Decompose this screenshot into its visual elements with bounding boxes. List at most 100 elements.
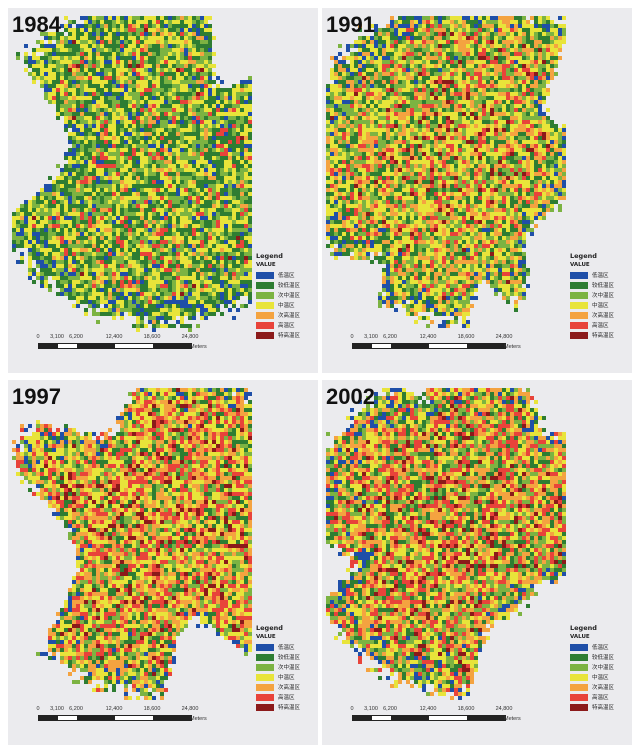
scale-tick-label: 24,800	[181, 334, 199, 340]
legend-item: 高温区	[570, 320, 628, 330]
legend-swatch	[256, 301, 274, 309]
legend-item: 次中温区	[570, 290, 628, 300]
scale-bar-segments	[352, 715, 506, 721]
legend-swatch	[570, 271, 588, 279]
scale-bar-segments	[352, 343, 506, 349]
scale-tick-label: 24,800	[181, 706, 199, 712]
legend-swatch	[570, 643, 588, 651]
legend-item: 次中温区	[256, 290, 314, 300]
legend-subtitle: VALUE	[256, 262, 276, 268]
legend-swatch	[570, 321, 588, 329]
legend: Legend VALUE 低温区 较低温区 次中温区 中温区 次高温区 高温区 特高温区	[570, 624, 628, 712]
legend-swatch	[570, 703, 588, 711]
scale-tick-label: 12,400	[419, 706, 437, 712]
legend-label: 次中温区	[278, 665, 301, 671]
legend-swatch	[256, 673, 274, 681]
legend-swatch	[570, 683, 588, 691]
legend-item: 较低温区	[570, 652, 628, 662]
legend-item: 特高温区	[570, 330, 628, 340]
heat-map-1984	[12, 16, 252, 332]
heat-map-1997	[12, 388, 252, 700]
legend-label: 次高温区	[278, 685, 301, 691]
legend-item: 低温区	[256, 270, 314, 280]
scale-bar-segments	[38, 715, 192, 721]
legend-title: Legend	[570, 252, 597, 260]
scale-unit: Meters	[504, 344, 521, 350]
legend-item: 中温区	[256, 672, 314, 682]
legend-swatch	[256, 663, 274, 671]
legend-label: 低温区	[592, 645, 609, 651]
legend-label: 次中温区	[592, 293, 615, 299]
legend-label: 低温区	[278, 645, 295, 651]
legend-swatch	[570, 653, 588, 661]
scale-tick-label: 6,200	[383, 706, 397, 712]
legend-swatch	[256, 271, 274, 279]
legend-label: 低温区	[592, 273, 609, 279]
legend-swatch	[570, 693, 588, 701]
legend-label: 特高温区	[278, 705, 301, 711]
legend-item: 较低温区	[256, 652, 314, 662]
scale-tick-label: 12,400	[419, 334, 437, 340]
legend-item: 次高温区	[570, 310, 628, 320]
legend-swatch	[256, 321, 274, 329]
scale-tick-label: 24,800	[495, 334, 513, 340]
legend-item: 特高温区	[570, 702, 628, 712]
legend-subtitle: VALUE	[570, 262, 590, 268]
legend-swatch	[570, 673, 588, 681]
legend-swatch	[256, 653, 274, 661]
legend-label: 较低温区	[592, 283, 615, 289]
legend-item: 中温区	[256, 300, 314, 310]
legend-label: 高温区	[278, 695, 295, 701]
map-panel-2002: 2002 Legend VALUE 低温区 较低温区 次中温区 中温区 次高温区 高温区 特高温…	[322, 380, 632, 745]
legend-swatch	[256, 693, 274, 701]
legend-swatch	[256, 291, 274, 299]
scale-unit: Meters	[504, 716, 521, 722]
scale-tick-label: 6,200	[69, 334, 83, 340]
scale-bar-segments	[38, 343, 192, 349]
legend-subtitle: VALUE	[256, 634, 276, 640]
scale-tick-label: 12,400	[105, 706, 123, 712]
scale-tick-label: 0	[350, 706, 354, 712]
legend-label: 高温区	[592, 323, 609, 329]
scale-tick-label: 6,200	[69, 706, 83, 712]
scale-tick-label: 0	[36, 706, 40, 712]
legend-item: 次中温区	[570, 662, 628, 672]
scale-tick-label: 0	[36, 334, 40, 340]
heat-map-2002	[326, 388, 566, 700]
legend-label: 中温区	[592, 303, 609, 309]
legend-label: 较低温区	[592, 655, 615, 661]
legend-swatch	[570, 331, 588, 339]
legend-swatch	[256, 643, 274, 651]
legend-item: 高温区	[256, 320, 314, 330]
map-panel-1997: 1997 Legend VALUE 低温区 较低温区 次中温区 中温区 次高温区 高温区 特高温…	[8, 380, 318, 745]
legend-swatch	[256, 331, 274, 339]
legend-label: 中温区	[592, 675, 609, 681]
legend-item: 高温区	[570, 692, 628, 702]
scale-bar: 0 3,100 6,200 12,400 18,600 24,800 Meters	[350, 334, 522, 354]
legend-swatch	[256, 281, 274, 289]
panel-year-title: 1984	[12, 12, 61, 37]
legend-label: 特高温区	[592, 333, 615, 339]
scale-tick-label: 3,100	[364, 706, 378, 712]
legend-label: 高温区	[592, 695, 609, 701]
scale-tick-label: 0	[350, 334, 354, 340]
legend-label: 特高温区	[278, 333, 301, 339]
scale-tick-label: 18,600	[143, 706, 161, 712]
legend-item: 特高温区	[256, 702, 314, 712]
legend-swatch	[256, 703, 274, 711]
legend-item: 低温区	[570, 642, 628, 652]
legend-swatch	[570, 301, 588, 309]
legend-item: 高温区	[256, 692, 314, 702]
scale-tick-label: 12,400	[105, 334, 123, 340]
legend-item: 次高温区	[256, 682, 314, 692]
legend-item: 次中温区	[256, 662, 314, 672]
legend-label: 特高温区	[592, 705, 615, 711]
legend-item: 中温区	[570, 672, 628, 682]
scale-unit: Meters	[190, 344, 207, 350]
legend-label: 低温区	[278, 273, 295, 279]
scale-bar: 0 3,100 6,200 12,400 18,600 24,800 Meters	[350, 706, 522, 726]
legend-label: 次中温区	[278, 293, 301, 299]
legend-item: 低温区	[570, 270, 628, 280]
legend: Legend VALUE 低温区 较低温区 次中温区 中温区 次高温区 高温区 特高温区	[256, 624, 314, 712]
legend-label: 高温区	[278, 323, 295, 329]
